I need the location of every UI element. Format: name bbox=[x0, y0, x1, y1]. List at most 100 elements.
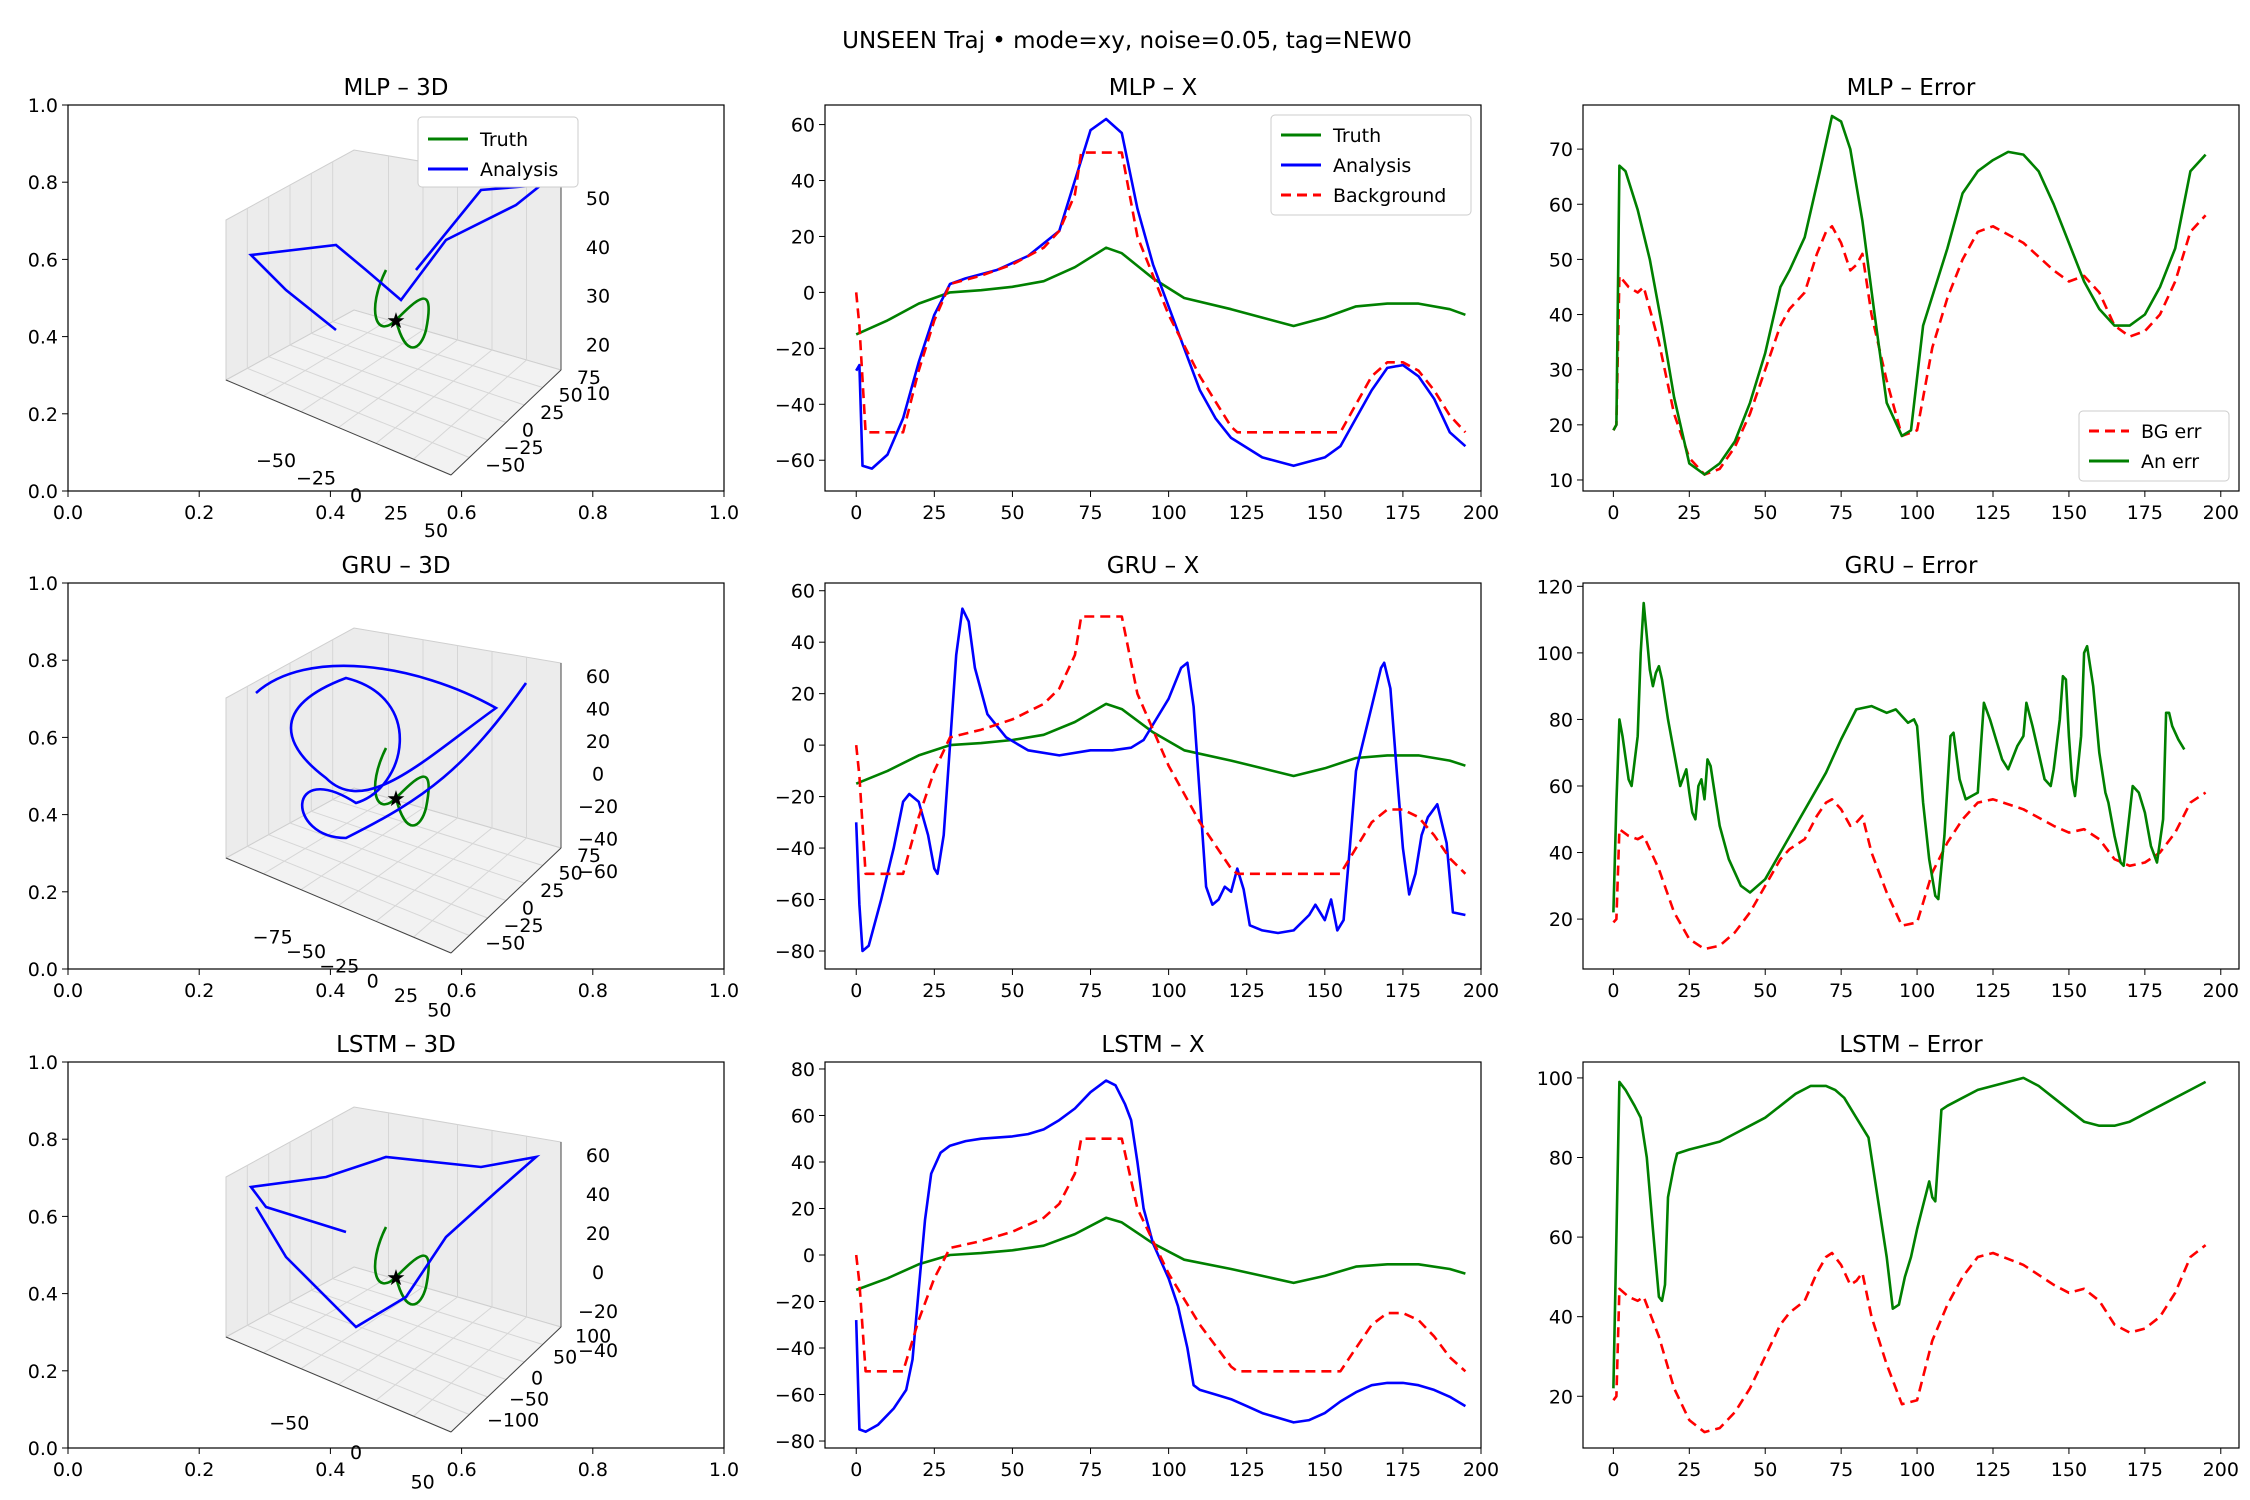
legend: BG err An err bbox=[2078, 410, 2230, 482]
z3d-tick-label: 50 bbox=[586, 188, 610, 210]
y-tick-label: 1.0 bbox=[28, 1052, 58, 1074]
y3d-tick-label: −25 bbox=[504, 915, 544, 937]
x-tick-label: 100 bbox=[1150, 1459, 1186, 1481]
y-tick-label: 40 bbox=[791, 632, 815, 654]
y-tick-label: 20 bbox=[1549, 415, 1573, 437]
axes-frame bbox=[67, 582, 725, 970]
x-tick-label: 100 bbox=[1150, 980, 1186, 1002]
series-line-background bbox=[854, 151, 1467, 434]
y3d-tick-label: −50 bbox=[485, 454, 525, 476]
z3d-tick-label: 60 bbox=[586, 1145, 610, 1167]
x-tick-label: 0.8 bbox=[578, 980, 608, 1002]
legend-label: An err bbox=[2141, 451, 2199, 473]
panel-title: GRU – 3D bbox=[341, 553, 450, 579]
x3d-tick-label: −25 bbox=[319, 956, 359, 978]
y3d-tick-label: 0 bbox=[531, 1368, 543, 1390]
y-tick-label: −20 bbox=[775, 338, 815, 360]
x-tick-label: 25 bbox=[922, 502, 946, 524]
x3d-tick-label: 0 bbox=[350, 1442, 362, 1464]
x-tick-label: 0.6 bbox=[446, 502, 476, 524]
x3d-tick-label: 0 bbox=[350, 485, 362, 507]
x-tick-label: 150 bbox=[2051, 980, 2087, 1002]
panel-3d: MLP – 3D 0.0 0.2 0.4 0.6 0.8 1.0 0.0 0.2 0.4 0.6 0.… bbox=[28, 75, 739, 542]
y-tick-label: 0.6 bbox=[28, 1206, 58, 1228]
plot-area bbox=[854, 607, 1467, 953]
x-tick-label: 0 bbox=[1607, 502, 1619, 524]
y-tick-label: 60 bbox=[1549, 1227, 1573, 1249]
x-tick-label: 200 bbox=[1463, 1459, 1499, 1481]
x-tick-label: 175 bbox=[1385, 980, 1421, 1002]
panel-line-chart: MLP – X 0 25 50 75 100 125 150 175 200 −60 −40 −20 0 2… bbox=[775, 75, 1499, 524]
x3d-tick-label: −25 bbox=[296, 467, 336, 489]
legend-label: Truth bbox=[479, 129, 528, 151]
y-tick-label: 0.6 bbox=[28, 249, 58, 271]
y3d-tick-label: −50 bbox=[509, 1389, 549, 1411]
analysis-trajectory bbox=[255, 664, 528, 840]
z3d-tick-label: 10 bbox=[586, 383, 610, 405]
chart-title: GRU – X bbox=[1107, 553, 1200, 579]
z3d-tick-label: 20 bbox=[586, 334, 610, 356]
x3d-tick-label: 50 bbox=[427, 1000, 451, 1022]
x-tick-label: 0.8 bbox=[578, 1459, 608, 1481]
analysis-trajectory bbox=[248, 1154, 541, 1329]
y3d-tick-label: 100 bbox=[575, 1326, 611, 1348]
x3d-tick-label: 0 bbox=[367, 970, 379, 992]
chart-title: LSTM – X bbox=[1101, 1032, 1204, 1058]
legend-box bbox=[1270, 114, 1472, 216]
y-tick-label: 0.4 bbox=[28, 1284, 58, 1306]
y-tick-label: 0.0 bbox=[28, 1438, 58, 1460]
y-tick-label: 80 bbox=[1549, 709, 1573, 731]
y-tick-label: −40 bbox=[775, 838, 815, 860]
chart-title: MLP – X bbox=[1109, 75, 1198, 101]
x-tick-label: 0.0 bbox=[53, 980, 83, 1002]
y-tick-label: 40 bbox=[1549, 1307, 1573, 1329]
z3d-tick-label: 20 bbox=[586, 731, 610, 753]
axes-frame bbox=[824, 104, 1482, 492]
x-tick-label: 0.4 bbox=[315, 502, 345, 524]
y-tick-label: 100 bbox=[1537, 643, 1573, 665]
x-tick-label: 125 bbox=[1229, 1459, 1265, 1481]
x-tick-label: 125 bbox=[1975, 980, 2011, 1002]
x-axis-3d bbox=[225, 379, 452, 476]
series-line-analysis bbox=[854, 607, 1466, 953]
y-tick-label: 120 bbox=[1537, 576, 1573, 598]
axes-frame bbox=[67, 104, 725, 492]
legend-label: BG err bbox=[2141, 421, 2202, 443]
y-tick-label: 60 bbox=[791, 115, 815, 137]
y-tick-label: 20 bbox=[791, 1198, 815, 1220]
y-tick-label: 20 bbox=[791, 226, 815, 248]
z3d-tick-label: 40 bbox=[586, 1184, 610, 1206]
x-tick-label: 0.6 bbox=[446, 980, 476, 1002]
axes-frame bbox=[824, 1061, 1482, 1449]
x-tick-label: 175 bbox=[2127, 1459, 2163, 1481]
y-tick-label: 60 bbox=[1549, 776, 1573, 798]
y3d-tick-label: 50 bbox=[559, 862, 583, 884]
z3d-tick-label: −20 bbox=[578, 1301, 618, 1323]
x-tick-label: 100 bbox=[1899, 1459, 1935, 1481]
y-tick-label: −60 bbox=[775, 1385, 815, 1407]
y-tick-label: 40 bbox=[791, 1152, 815, 1174]
x-tick-label: 100 bbox=[1899, 980, 1935, 1002]
x-tick-label: 25 bbox=[922, 980, 946, 1002]
x-tick-label: 50 bbox=[1000, 1459, 1024, 1481]
z3d-tick-label: 0 bbox=[592, 1262, 604, 1284]
y-tick-label: 0.2 bbox=[28, 1361, 58, 1383]
legend-label: Analysis bbox=[480, 159, 558, 181]
x3d-tick-label: 25 bbox=[394, 985, 418, 1007]
x-tick-label: 75 bbox=[1829, 502, 1853, 524]
y-tick-label: −40 bbox=[775, 394, 815, 416]
y-tick-label: 40 bbox=[1549, 843, 1573, 865]
box-3d: −75−50−2502550−50−250255075−60−40−200204… bbox=[224, 627, 618, 1022]
start-star-marker: ★ bbox=[386, 1266, 406, 1291]
series-line-analysis bbox=[855, 117, 1467, 470]
grid-line bbox=[332, 799, 543, 866]
z3d-tick-label: 30 bbox=[586, 286, 610, 308]
series-line-background bbox=[1612, 791, 2207, 951]
x-tick-label: 1.0 bbox=[709, 502, 739, 524]
series-line-truth bbox=[855, 702, 1466, 785]
x-tick-label: 175 bbox=[2127, 980, 2163, 1002]
z3d-tick-label: 0 bbox=[592, 764, 604, 786]
x-tick-label: 150 bbox=[1307, 1459, 1343, 1481]
truth-trajectory bbox=[373, 1226, 430, 1306]
